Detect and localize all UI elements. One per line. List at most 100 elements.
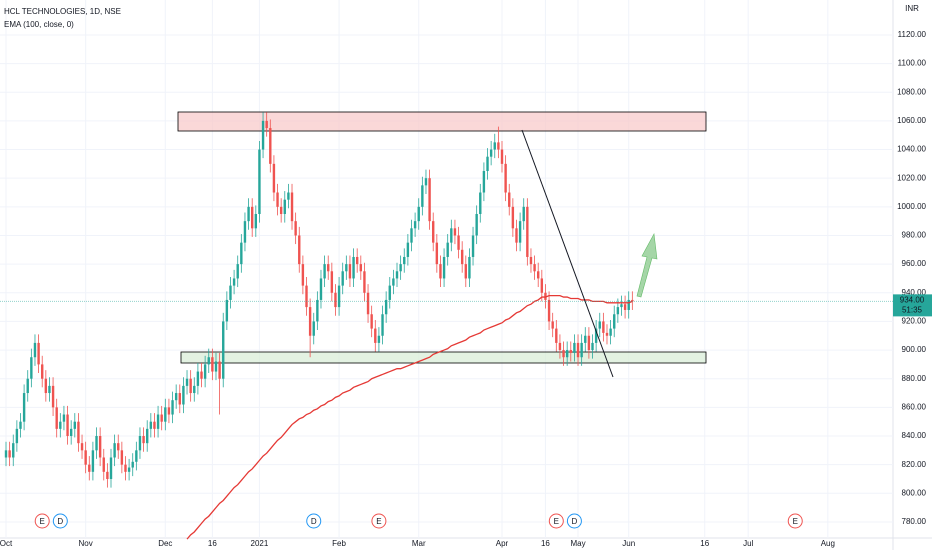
candle-body <box>250 206 254 229</box>
candle-body <box>225 299 229 322</box>
candle-body <box>142 436 145 444</box>
arrow <box>636 233 658 298</box>
candle-body <box>12 443 15 458</box>
candle-body <box>555 328 558 343</box>
candle-body <box>84 450 87 465</box>
countdown: 51:35 <box>902 305 923 314</box>
candle-body <box>327 264 330 272</box>
y-tick-label: 960.00 <box>902 259 927 268</box>
candle-body <box>138 436 142 451</box>
candle-body <box>334 292 337 308</box>
candle-body <box>167 407 171 415</box>
candle-body <box>33 342 37 358</box>
candle-body <box>124 464 127 472</box>
candle-body <box>22 393 26 422</box>
candle-body <box>185 378 189 386</box>
y-tick-label: 800.00 <box>902 488 927 497</box>
candle-body <box>4 450 8 458</box>
candle-body <box>435 242 439 265</box>
currency-label: INR <box>905 4 919 13</box>
candle-body <box>526 206 529 257</box>
candle-body <box>515 228 518 243</box>
y-tick-label: 1100.00 <box>898 59 927 68</box>
candle-body <box>106 471 109 479</box>
ema-line <box>186 294 633 540</box>
candle-body <box>616 307 620 315</box>
x-tick-label: Aug <box>821 539 835 548</box>
candle-body <box>308 307 312 336</box>
event-label: D <box>57 517 63 526</box>
candle-body <box>370 314 373 329</box>
y-tick-label: 860.00 <box>902 402 927 411</box>
candle-body <box>486 156 489 172</box>
candle-body <box>388 285 391 300</box>
candle-body <box>77 421 80 444</box>
candle-body <box>211 357 214 372</box>
candle-body <box>19 421 22 429</box>
candle-body <box>174 393 178 401</box>
candle-body <box>475 213 478 236</box>
candle-body <box>200 371 203 379</box>
y-tick-label: 840.00 <box>902 431 927 440</box>
candle-body <box>453 228 457 236</box>
candle-body <box>236 264 239 279</box>
candle-body <box>464 264 467 279</box>
candle-body <box>301 264 305 286</box>
candle-body <box>287 192 290 200</box>
candle-body <box>290 192 294 222</box>
candle-body <box>59 421 62 429</box>
candle-body <box>203 364 207 379</box>
candle-body <box>41 364 44 379</box>
chart-title: HCL TECHNOLOGIES, 1D, NSE <box>4 7 121 16</box>
x-tick-label: 16 <box>541 539 550 548</box>
candle-body <box>439 264 442 279</box>
candle-body <box>551 321 554 329</box>
y-tick-label: 1120.00 <box>898 30 927 39</box>
y-tick-label: 920.00 <box>902 317 927 326</box>
event-label: E <box>554 517 559 526</box>
event-marker <box>787 513 803 529</box>
y-tick-label: 1000.00 <box>897 202 926 211</box>
candle-body <box>258 149 261 214</box>
candle-body <box>193 385 196 394</box>
candle-body <box>504 163 507 193</box>
candle-body <box>602 321 605 333</box>
candle-body <box>247 206 250 222</box>
resistance-zone <box>177 111 707 132</box>
x-tick-label: Oct <box>0 539 13 548</box>
candle-body <box>544 292 547 300</box>
candle-body <box>609 328 612 336</box>
candle-body <box>428 178 431 222</box>
candle-body <box>573 342 576 353</box>
candle-body <box>341 271 344 286</box>
candle-body <box>113 443 116 458</box>
candle-body <box>55 407 58 429</box>
candle-body <box>594 328 598 343</box>
candle-body <box>265 120 268 129</box>
candle-body <box>243 221 247 243</box>
x-tick-label: Nov <box>79 539 93 548</box>
x-tick-label: Jun <box>622 539 635 548</box>
candle-body <box>537 271 540 279</box>
candle-body <box>102 457 105 472</box>
candle-body <box>399 264 402 272</box>
candle-body <box>127 467 131 472</box>
event-marker <box>566 513 582 529</box>
event-label: E <box>793 517 798 526</box>
event-marker <box>306 513 322 529</box>
candle-body <box>620 304 623 308</box>
y-tick-label: 820.00 <box>902 460 927 469</box>
candle-body <box>413 221 417 229</box>
candle-body <box>562 350 565 358</box>
candle-body <box>584 335 587 343</box>
candle-body <box>88 464 91 472</box>
candle-body <box>196 371 200 386</box>
event-label: D <box>572 517 578 526</box>
candle-body <box>232 278 236 286</box>
candle-body <box>627 299 630 310</box>
candle-body <box>493 142 496 150</box>
candle-body <box>330 271 334 293</box>
last-price-label: 934.00 <box>900 295 925 304</box>
candle-body <box>207 357 210 365</box>
